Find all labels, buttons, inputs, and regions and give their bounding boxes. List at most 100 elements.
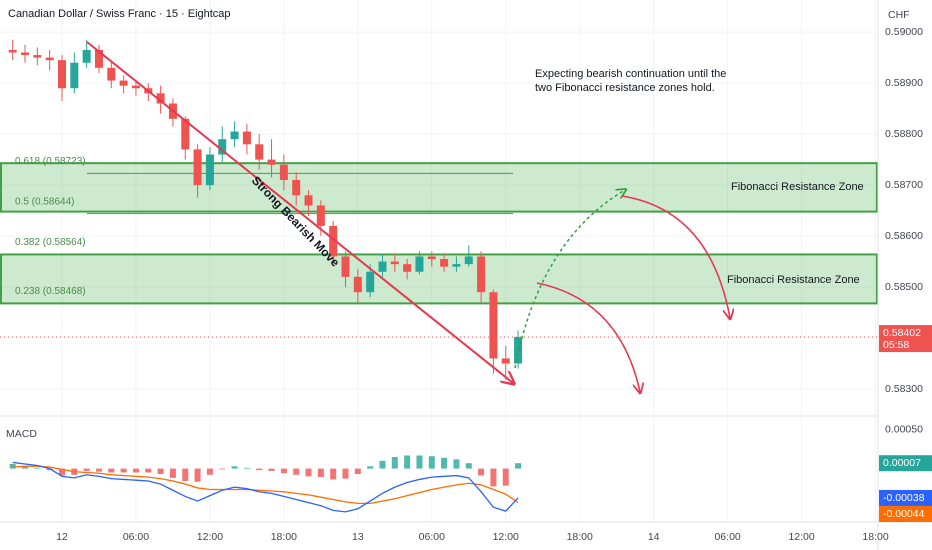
candle-body [94, 49, 103, 68]
macd-histogram [354, 468, 361, 475]
macd-histogram [243, 467, 250, 469]
macd-histogram [305, 468, 312, 477]
macd-macd-line [12, 461, 519, 513]
zone-label: Fibonacci Resistance Zone [731, 181, 864, 193]
candle-body [501, 358, 510, 364]
macd-histogram [441, 457, 448, 469]
macd-histogram [231, 466, 238, 469]
candle-body [464, 256, 473, 265]
macd-histogram [367, 466, 374, 469]
fib-label: 0.238 (0.58468) [15, 286, 86, 297]
macd-histogram [46, 468, 53, 471]
candle-body [21, 52, 30, 56]
candle-body [218, 139, 227, 155]
macd-histogram [391, 457, 398, 469]
macd-histogram [206, 468, 213, 475]
y-tick-label: 0.58300 [885, 383, 923, 395]
macd-histogram [219, 468, 226, 470]
candle-body [58, 60, 67, 89]
marks [0, 39, 878, 513]
price-tag-value: 0.58402 [883, 327, 921, 339]
candle-body [33, 55, 42, 58]
y-tick-label: 0.58500 [885, 281, 923, 293]
candle-body [156, 93, 165, 104]
candle-body [107, 67, 116, 81]
x-tick-label: 14 [648, 531, 660, 543]
y-tick-label: 0.58900 [885, 77, 923, 89]
x-tick-label: 18:00 [862, 531, 888, 543]
macd-histogram [330, 468, 337, 480]
candle-body [304, 195, 313, 206]
candle-body [45, 57, 54, 61]
fib-zone [0, 162, 878, 213]
price-tag [879, 325, 932, 353]
candle-body [316, 205, 325, 226]
macd-histogram [465, 463, 472, 469]
candle-body [205, 154, 214, 186]
candle-body [341, 256, 350, 277]
chart-title: Canadian Dollar / Swiss Franc · 15 · Eig… [8, 8, 231, 20]
candle-body [119, 80, 128, 86]
macd-histogram [182, 468, 189, 481]
candle-body [8, 49, 17, 53]
candle-body [82, 49, 91, 63]
candle-body [193, 149, 202, 186]
x-tick-label: 12:00 [493, 531, 519, 543]
macd-tag-value: -0.00044 [883, 508, 925, 520]
candle-body [452, 264, 461, 267]
candle-body [267, 159, 276, 165]
trend-line [86, 41, 513, 383]
candle-body [230, 131, 239, 140]
candle-body [427, 256, 436, 260]
x-tick-label: 18:00 [567, 531, 593, 543]
y-tick-label: 0.58700 [885, 179, 923, 191]
candle-body [255, 144, 264, 160]
macd-tag-value: -0.00038 [883, 492, 925, 504]
macd-histogram [515, 463, 522, 469]
y-tick-label: 0.58600 [885, 230, 923, 242]
countdown: 05:58 [883, 339, 909, 351]
candle-body [477, 256, 486, 293]
macd-histogram [83, 468, 90, 471]
candle-body [292, 179, 301, 196]
macd-histogram [59, 468, 66, 476]
zones: 0.618 (0.58723) 0.5 (0.58644) 0.382 (0.585… [0, 156, 878, 305]
macd-histogram [342, 468, 349, 479]
macd-histogram [132, 468, 139, 473]
macd-histogram [428, 456, 435, 469]
y-tick-label: 0.59000 [885, 26, 923, 38]
macd-histogram [404, 455, 411, 469]
projection-arrow [536, 282, 640, 392]
macd-histogram [280, 468, 287, 474]
x-tick-label: 06:00 [419, 531, 445, 543]
candle-body [329, 225, 338, 257]
macd-tag [879, 489, 932, 506]
macd-histogram [416, 455, 423, 469]
y-tick-label: 0.58800 [885, 128, 923, 140]
projection-arrow [514, 190, 625, 369]
projection-arrow [621, 195, 730, 318]
macd-tag-value: 0.00007 [883, 457, 921, 469]
fib-label: 0.382 (0.58564) [15, 237, 86, 248]
macd-histogram [293, 468, 300, 475]
note: two Fibonacci resistance zones hold. [535, 82, 715, 94]
candle-body [70, 62, 79, 89]
macd-histogram [120, 468, 127, 473]
macd-histogram [95, 468, 102, 472]
grid [0, 0, 878, 522]
macd-histogram [317, 468, 324, 478]
macd-histogram [22, 466, 29, 469]
x-tick-label: 06:00 [714, 531, 740, 543]
macd-histogram [490, 468, 497, 487]
x-tick-label: 12:00 [197, 531, 223, 543]
macd-histogram [169, 468, 176, 478]
macd-histogram [108, 468, 115, 473]
macd-title: MACD [6, 428, 37, 440]
macd-histogram [256, 468, 263, 471]
candle-body [181, 118, 190, 150]
macd-histogram [453, 459, 460, 469]
candle-body [514, 337, 523, 364]
macd-signal-line [12, 465, 519, 505]
